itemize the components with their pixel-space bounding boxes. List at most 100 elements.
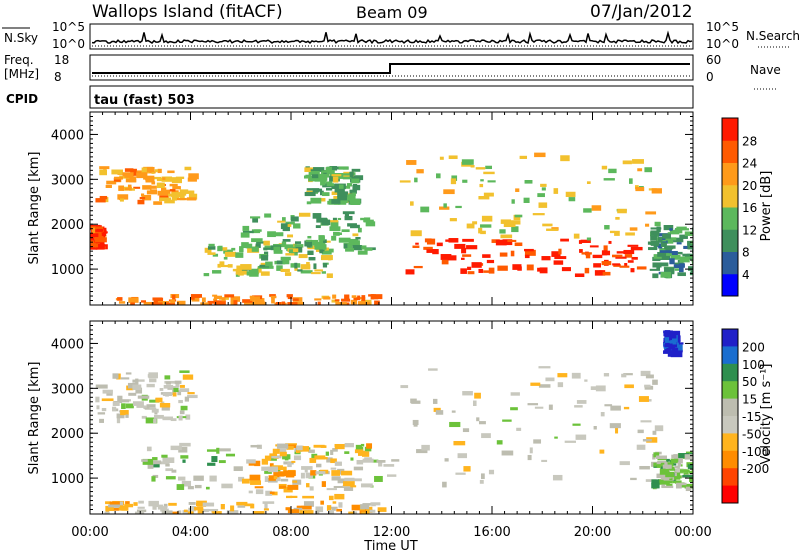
y-tick-label: 4000 <box>51 128 84 143</box>
heatmap-cell <box>372 296 379 300</box>
heatmap-cell <box>529 447 533 454</box>
heatmap-cell <box>105 184 112 188</box>
heatmap-cell <box>660 271 671 278</box>
nsky-tick-low-right: 10^0 <box>706 37 739 51</box>
heatmap-cell <box>151 476 156 482</box>
heatmap-cell <box>233 300 238 305</box>
heatmap-cell <box>351 168 361 172</box>
heatmap-cell <box>644 384 651 388</box>
heatmap-cell <box>576 400 587 404</box>
heatmap-cell <box>265 261 273 267</box>
heatmap-cell <box>632 159 644 164</box>
heatmap-cell <box>499 229 506 234</box>
heatmap-cell <box>629 227 638 231</box>
heatmap-cell <box>285 253 295 256</box>
heatmap-cell <box>560 155 570 162</box>
heatmap-cell <box>285 221 295 225</box>
colorbar-tick-label: 8 <box>742 246 750 260</box>
heatmap-cell <box>622 160 632 165</box>
heatmap-cell <box>290 495 298 498</box>
heatmap-cell <box>308 257 316 261</box>
heatmap-cell <box>259 264 270 268</box>
heatmap-cell <box>153 201 163 205</box>
heatmap-cell <box>170 511 179 514</box>
heatmap-cell <box>558 248 562 255</box>
heatmap-cell <box>664 342 670 348</box>
heatmap-cell <box>146 171 156 174</box>
heatmap-cell <box>628 178 633 184</box>
heatmap-cell <box>309 457 317 463</box>
beam-label: Beam 09 <box>356 3 428 22</box>
heatmap-cell <box>190 505 196 512</box>
heatmap-cell <box>515 188 520 192</box>
heatmap-cell <box>665 471 675 478</box>
heatmap-cell <box>474 392 481 399</box>
heatmap-cell <box>654 425 664 432</box>
heatmap-cell <box>330 449 334 455</box>
heatmap-cell <box>268 466 279 473</box>
heatmap-cell <box>292 298 299 301</box>
heatmap-cell <box>682 253 691 257</box>
heatmap-cell <box>679 256 690 263</box>
heatmap-cell <box>136 509 147 513</box>
colorbar-frame <box>721 328 739 504</box>
heatmap-cell <box>630 246 643 251</box>
heatmap-cell <box>665 247 673 251</box>
heatmap-cell <box>412 245 420 248</box>
heatmap-cell <box>534 152 546 158</box>
heatmap-cell <box>220 247 228 251</box>
heatmap-cell <box>255 489 264 495</box>
heatmap-cell <box>331 191 340 196</box>
heatmap-cell <box>261 466 274 471</box>
heatmap-cell <box>349 193 356 200</box>
heatmap-cell <box>146 446 152 452</box>
heatmap-cell <box>345 248 355 252</box>
heatmap-cell <box>497 265 508 271</box>
heatmap-cell <box>207 246 216 250</box>
heatmap-cell <box>475 167 486 170</box>
heatmap-cell <box>351 175 364 181</box>
heatmap-cell <box>321 255 333 261</box>
heatmap-cell <box>321 239 327 243</box>
heatmap-cell <box>527 403 539 406</box>
heatmap-cell <box>496 440 503 445</box>
heatmap-cell <box>580 239 591 243</box>
heatmap-cell <box>678 453 690 459</box>
heatmap-cell <box>383 464 395 467</box>
heatmap-cell <box>118 505 129 511</box>
heatmap-cell <box>532 213 545 216</box>
heatmap-cell <box>551 251 561 257</box>
heatmap-cell <box>141 459 148 462</box>
heatmap-cell <box>610 405 621 411</box>
heatmap-cell <box>623 373 633 376</box>
heatmap-cell <box>652 256 661 262</box>
heatmap-cell <box>125 372 132 375</box>
colorbar-swatch <box>722 251 738 275</box>
heatmap-cell <box>656 266 661 271</box>
heatmap-cell <box>295 301 304 305</box>
heatmap-cell <box>275 477 281 482</box>
heatmap-cell <box>130 168 137 173</box>
heatmap-cell <box>581 252 592 255</box>
heatmap-cell <box>231 247 236 251</box>
heatmap-cell <box>538 202 548 208</box>
heatmap-cell <box>636 266 647 270</box>
heatmap-cell <box>352 184 361 191</box>
heatmap-cell <box>302 495 315 499</box>
heatmap-cell <box>571 372 581 379</box>
heatmap-cell <box>132 401 144 406</box>
heatmap-cell <box>455 472 466 475</box>
colorbar-tick-label: 50 <box>742 375 757 389</box>
heatmap-cell <box>650 241 660 246</box>
heatmap-cell <box>599 449 605 454</box>
heatmap-cell <box>127 184 132 188</box>
heatmap-cell <box>311 272 321 275</box>
colorbar-swatch <box>722 229 738 252</box>
heatmap-cell <box>279 451 287 457</box>
heatmap-cell <box>97 241 105 245</box>
heatmap-cell <box>326 183 335 187</box>
heatmap-cell <box>242 230 254 234</box>
heatmap-cell <box>654 221 661 227</box>
heatmap-cell <box>357 227 362 233</box>
heatmap-cell <box>282 466 287 473</box>
